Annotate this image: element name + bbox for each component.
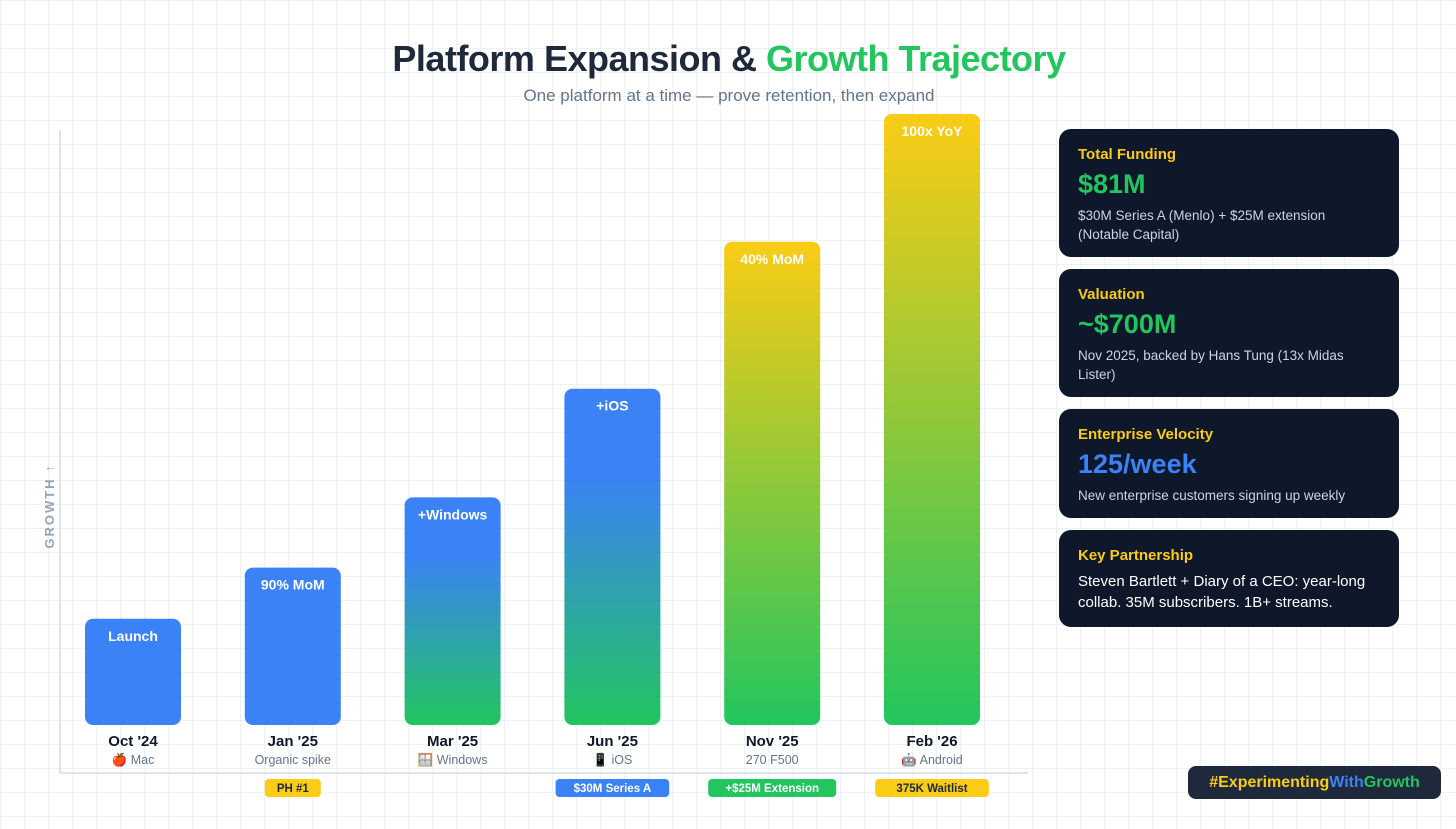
x-tick-label: Nov '25 xyxy=(746,733,799,750)
stat-card-description: $30M Series A (Menlo) + $25M extension (… xyxy=(1078,208,1326,242)
stat-card-description: New enterprise customers signing up week… xyxy=(1078,488,1346,503)
hashtag-part-1: #Experimenting xyxy=(1209,774,1330,791)
bar-3 xyxy=(564,388,661,725)
stat-card-value: 125/week xyxy=(1078,449,1197,479)
bar-label: +iOS xyxy=(596,398,628,414)
bar-label: 40% MoM xyxy=(740,251,804,267)
y-axis-label: GROWTH ↑ xyxy=(42,463,57,548)
title-accent: Growth Trajectory xyxy=(766,38,1066,79)
bar-label: Launch xyxy=(108,628,158,644)
bar-0 xyxy=(85,618,181,725)
stat-card-label: Total Funding xyxy=(1078,146,1177,163)
milestone-badge xyxy=(264,779,321,797)
x-tick-label: Jan '25 xyxy=(268,733,318,750)
stat-card: Key Partnership Steven Bartlett + Diary o… xyxy=(1059,530,1399,627)
milestone-badge xyxy=(555,779,670,797)
bar-5 xyxy=(884,113,980,725)
bar-label: 100x YoY xyxy=(902,123,964,139)
milestone-badge xyxy=(875,779,989,797)
stat-card-description: Nov 2025, backed by Hans Tung (13x Midas… xyxy=(1078,348,1344,382)
milestone-label: $30M Series A xyxy=(574,783,652,795)
stat-card: Enterprise Velocity 125/week New enterpris… xyxy=(1059,409,1399,518)
x-tick-label: Feb '26 xyxy=(906,733,957,750)
bar-1 xyxy=(244,567,341,725)
stat-card: Valuation ~$700M Nov 2025, backed by Hans … xyxy=(1059,269,1399,397)
bar-4 xyxy=(724,241,821,725)
stat-card-value: $81M xyxy=(1078,169,1146,199)
stat-card-label: Enterprise Velocity xyxy=(1078,426,1214,443)
x-tick-label: Jun '25 xyxy=(587,733,638,750)
bar-label: +Windows xyxy=(418,506,488,522)
x-sub-label: 🍎 Mac xyxy=(112,752,155,767)
stat-card-description: Steven Bartlett + Diary of a CEO: year-l… xyxy=(1078,573,1366,611)
chart-title: Platform Expansion & Growth Trajectory xyxy=(0,38,1456,80)
x-tick-label: Mar '25 xyxy=(427,733,478,750)
bar-label: 90% MoM xyxy=(261,577,325,593)
hashtag-part-3: Growth xyxy=(1363,774,1420,791)
stat-card-value: ~$700M xyxy=(1078,309,1177,339)
milestone-label: 375K Waitlist xyxy=(896,783,967,795)
stat-card-label: Key Partnership xyxy=(1078,547,1194,564)
x-sub-label: 📱 iOS xyxy=(592,752,632,767)
milestone-label: PH #1 xyxy=(277,783,310,795)
milestone-badge xyxy=(708,779,837,797)
hashtag-badge: #ExperimentingWithGrowth xyxy=(1188,766,1441,799)
x-sub-label: 270 F500 xyxy=(746,753,799,767)
chart-subtitle: One platform at a time — prove retention… xyxy=(523,86,935,105)
bar-2 xyxy=(404,497,501,725)
stat-card-label: Valuation xyxy=(1078,286,1145,303)
stat-card: Total Funding $81M $30M Series A (Menlo) +… xyxy=(1059,129,1399,257)
hashtag-part-2: With xyxy=(1329,774,1364,791)
title-main: Platform Expansion & xyxy=(392,38,766,79)
x-sub-label: 🤖 Android xyxy=(901,752,962,767)
x-sub-label: Organic spike xyxy=(255,753,331,767)
x-tick-label: Oct '24 xyxy=(108,733,158,750)
x-sub-label: 🪟 Windows xyxy=(418,752,488,767)
growth-bar-chart: GROWTH ↑ Launch Oct '24 🍎 Mac 90% MoM Jan '2… xyxy=(42,113,1028,797)
milestone-label: +$25M Extension xyxy=(725,783,819,795)
